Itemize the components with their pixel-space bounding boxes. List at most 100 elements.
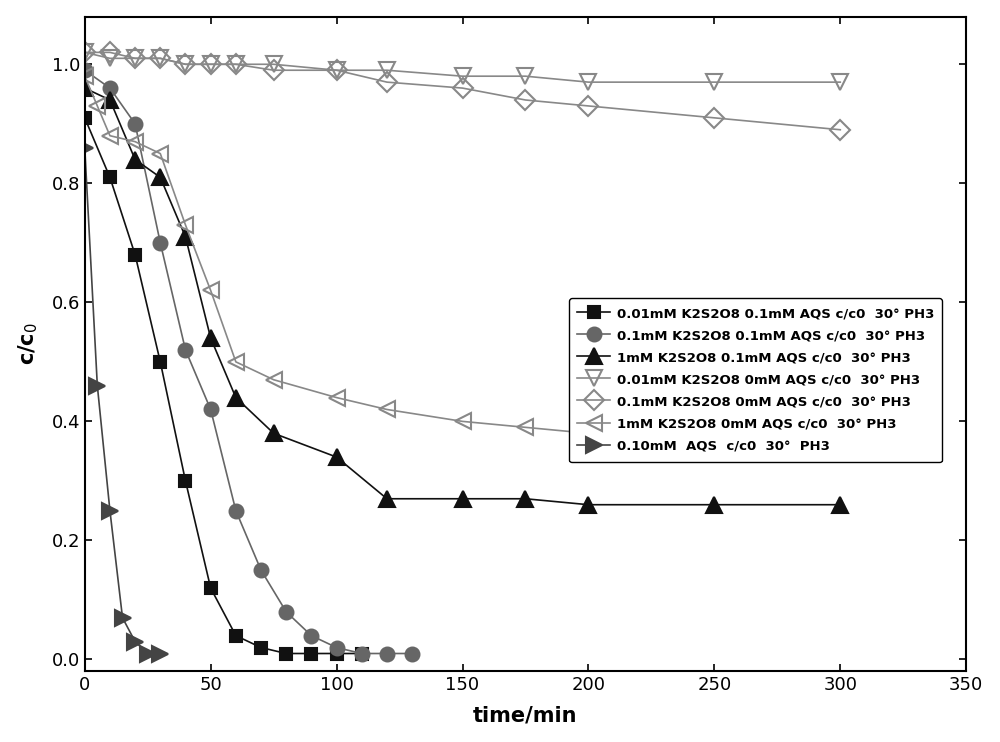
- 1mM K2S2O8 0mM AQS c/c0  30° PH3: [582, 429, 594, 438]
- 1mM K2S2O8 0mM AQS c/c0  30° PH3: [129, 137, 141, 146]
- 0.01mM K2S2O8 0mM AQS c/c0  30° PH3: [381, 66, 393, 75]
- 0.1mM K2S2O8 0.1mM AQS c/c0  30° PH3: [406, 649, 418, 658]
- 0.1mM K2S2O8 0mM AQS c/c0  30° PH3: [129, 54, 141, 63]
- 0.01mM K2S2O8 0.1mM AQS c/c0  30° PH3: [305, 649, 317, 658]
- 0.10mM  AQS  c/c0  30°  PH3: [104, 506, 116, 515]
- 1mM K2S2O8 0.1mM AQS c/c0  30° PH3: [154, 173, 166, 182]
- 0.1mM K2S2O8 0.1mM AQS c/c0  30° PH3: [356, 649, 368, 658]
- 0.1mM K2S2O8 0mM AQS c/c0  30° PH3: [834, 125, 846, 134]
- Line: 1mM K2S2O8 0mM AQS c/c0  30° PH3: 1mM K2S2O8 0mM AQS c/c0 30° PH3: [76, 68, 849, 441]
- 0.1mM K2S2O8 0.1mM AQS c/c0  30° PH3: [205, 405, 217, 414]
- 1mM K2S2O8 0.1mM AQS c/c0  30° PH3: [708, 500, 720, 509]
- Line: 0.1mM K2S2O8 0mM AQS c/c0  30° PH3: 0.1mM K2S2O8 0mM AQS c/c0 30° PH3: [78, 45, 847, 137]
- 0.1mM K2S2O8 0mM AQS c/c0  30° PH3: [708, 114, 720, 122]
- 0.1mM K2S2O8 0.1mM AQS c/c0  30° PH3: [230, 506, 242, 515]
- 0.01mM K2S2O8 0.1mM AQS c/c0  30° PH3: [129, 250, 141, 259]
- 1mM K2S2O8 0mM AQS c/c0  30° PH3: [230, 358, 242, 367]
- Line: 1mM K2S2O8 0.1mM AQS c/c0  30° PH3: 1mM K2S2O8 0.1mM AQS c/c0 30° PH3: [77, 80, 848, 512]
- 0.10mM  AQS  c/c0  30°  PH3: [154, 649, 166, 658]
- 1mM K2S2O8 0.1mM AQS c/c0  30° PH3: [205, 334, 217, 343]
- 0.01mM K2S2O8 0mM AQS c/c0  30° PH3: [129, 54, 141, 63]
- 0.1mM K2S2O8 0mM AQS c/c0  30° PH3: [79, 48, 91, 57]
- 1mM K2S2O8 0mM AQS c/c0  30° PH3: [381, 405, 393, 414]
- 0.01mM K2S2O8 0mM AQS c/c0  30° PH3: [708, 78, 720, 87]
- Line: 0.01mM K2S2O8 0mM AQS c/c0  30° PH3: 0.01mM K2S2O8 0mM AQS c/c0 30° PH3: [76, 44, 849, 91]
- 0.01mM K2S2O8 0.1mM AQS c/c0  30° PH3: [331, 649, 343, 658]
- 0.01mM K2S2O8 0mM AQS c/c0  30° PH3: [179, 60, 191, 69]
- Line: 0.1mM K2S2O8 0.1mM AQS c/c0  30° PH3: 0.1mM K2S2O8 0.1mM AQS c/c0 30° PH3: [78, 63, 419, 660]
- Legend: 0.01mM K2S2O8 0.1mM AQS c/c0  30° PH3, 0.1mM K2S2O8 0.1mM AQS c/c0  30° PH3, 1mM: 0.01mM K2S2O8 0.1mM AQS c/c0 30° PH3, 0.…: [569, 298, 942, 462]
- 0.1mM K2S2O8 0mM AQS c/c0  30° PH3: [582, 102, 594, 111]
- 0.1mM K2S2O8 0.1mM AQS c/c0  30° PH3: [381, 649, 393, 658]
- 0.1mM K2S2O8 0.1mM AQS c/c0  30° PH3: [79, 66, 91, 75]
- 0.01mM K2S2O8 0.1mM AQS c/c0  30° PH3: [356, 649, 368, 658]
- 0.1mM K2S2O8 0.1mM AQS c/c0  30° PH3: [331, 643, 343, 652]
- 0.01mM K2S2O8 0mM AQS c/c0  30° PH3: [79, 48, 91, 57]
- 1mM K2S2O8 0mM AQS c/c0  30° PH3: [179, 220, 191, 229]
- 0.1mM K2S2O8 0.1mM AQS c/c0  30° PH3: [255, 565, 267, 574]
- 0.01mM K2S2O8 0mM AQS c/c0  30° PH3: [457, 72, 469, 81]
- 0.10mM  AQS  c/c0  30°  PH3: [129, 637, 141, 646]
- 0.10mM  AQS  c/c0  30°  PH3: [79, 143, 91, 152]
- 1mM K2S2O8 0mM AQS c/c0  30° PH3: [154, 149, 166, 158]
- 0.01mM K2S2O8 0mM AQS c/c0  30° PH3: [582, 78, 594, 87]
- 0.1mM K2S2O8 0mM AQS c/c0  30° PH3: [519, 96, 531, 105]
- 0.1mM K2S2O8 0.1mM AQS c/c0  30° PH3: [179, 346, 191, 355]
- 1mM K2S2O8 0.1mM AQS c/c0  30° PH3: [179, 232, 191, 241]
- Line: 0.10mM  AQS  c/c0  30°  PH3: 0.10mM AQS c/c0 30° PH3: [77, 140, 168, 661]
- 0.01mM K2S2O8 0mM AQS c/c0  30° PH3: [154, 54, 166, 63]
- 0.1mM K2S2O8 0.1mM AQS c/c0  30° PH3: [280, 608, 292, 617]
- Y-axis label: c/c$_0$: c/c$_0$: [17, 323, 40, 366]
- 1mM K2S2O8 0.1mM AQS c/c0  30° PH3: [519, 494, 531, 503]
- 0.01mM K2S2O8 0.1mM AQS c/c0  30° PH3: [154, 358, 166, 367]
- 0.10mM  AQS  c/c0  30°  PH3: [117, 614, 129, 623]
- 1mM K2S2O8 0.1mM AQS c/c0  30° PH3: [331, 453, 343, 462]
- 0.01mM K2S2O8 0.1mM AQS c/c0  30° PH3: [104, 173, 116, 182]
- Line: 0.01mM K2S2O8 0.1mM AQS c/c0  30° PH3: 0.01mM K2S2O8 0.1mM AQS c/c0 30° PH3: [78, 111, 368, 660]
- 1mM K2S2O8 0mM AQS c/c0  30° PH3: [91, 102, 103, 111]
- 0.1mM K2S2O8 0.1mM AQS c/c0  30° PH3: [104, 84, 116, 93]
- 0.1mM K2S2O8 0mM AQS c/c0  30° PH3: [205, 60, 217, 69]
- 0.1mM K2S2O8 0mM AQS c/c0  30° PH3: [104, 48, 116, 57]
- 1mM K2S2O8 0mM AQS c/c0  30° PH3: [708, 429, 720, 438]
- X-axis label: time/min: time/min: [473, 706, 578, 726]
- 1mM K2S2O8 0mM AQS c/c0  30° PH3: [834, 429, 846, 438]
- 1mM K2S2O8 0mM AQS c/c0  30° PH3: [79, 72, 91, 81]
- 0.1mM K2S2O8 0.1mM AQS c/c0  30° PH3: [129, 119, 141, 128]
- 1mM K2S2O8 0.1mM AQS c/c0  30° PH3: [834, 500, 846, 509]
- 0.01mM K2S2O8 0.1mM AQS c/c0  30° PH3: [255, 643, 267, 652]
- 0.1mM K2S2O8 0mM AQS c/c0  30° PH3: [381, 78, 393, 87]
- 0.1mM K2S2O8 0mM AQS c/c0  30° PH3: [230, 60, 242, 69]
- 0.1mM K2S2O8 0mM AQS c/c0  30° PH3: [268, 66, 280, 75]
- 0.1mM K2S2O8 0mM AQS c/c0  30° PH3: [331, 66, 343, 75]
- 0.10mM  AQS  c/c0  30°  PH3: [142, 649, 154, 658]
- 0.1mM K2S2O8 0.1mM AQS c/c0  30° PH3: [154, 238, 166, 247]
- 1mM K2S2O8 0.1mM AQS c/c0  30° PH3: [582, 500, 594, 509]
- 1mM K2S2O8 0.1mM AQS c/c0  30° PH3: [129, 155, 141, 164]
- 0.01mM K2S2O8 0mM AQS c/c0  30° PH3: [834, 78, 846, 87]
- 0.1mM K2S2O8 0.1mM AQS c/c0  30° PH3: [305, 631, 317, 640]
- 1mM K2S2O8 0.1mM AQS c/c0  30° PH3: [457, 494, 469, 503]
- 1mM K2S2O8 0mM AQS c/c0  30° PH3: [519, 423, 531, 432]
- 0.01mM K2S2O8 0mM AQS c/c0  30° PH3: [104, 54, 116, 63]
- 0.01mM K2S2O8 0.1mM AQS c/c0  30° PH3: [179, 476, 191, 485]
- 0.1mM K2S2O8 0mM AQS c/c0  30° PH3: [154, 54, 166, 63]
- 0.10mM  AQS  c/c0  30°  PH3: [91, 381, 103, 390]
- 0.01mM K2S2O8 0mM AQS c/c0  30° PH3: [205, 60, 217, 69]
- 0.01mM K2S2O8 0.1mM AQS c/c0  30° PH3: [79, 114, 91, 122]
- 0.1mM K2S2O8 0mM AQS c/c0  30° PH3: [179, 60, 191, 69]
- 1mM K2S2O8 0.1mM AQS c/c0  30° PH3: [104, 96, 116, 105]
- 1mM K2S2O8 0mM AQS c/c0  30° PH3: [457, 417, 469, 426]
- 0.01mM K2S2O8 0.1mM AQS c/c0  30° PH3: [205, 584, 217, 593]
- 1mM K2S2O8 0.1mM AQS c/c0  30° PH3: [268, 429, 280, 438]
- 1mM K2S2O8 0mM AQS c/c0  30° PH3: [104, 131, 116, 140]
- 0.01mM K2S2O8 0mM AQS c/c0  30° PH3: [230, 60, 242, 69]
- 1mM K2S2O8 0.1mM AQS c/c0  30° PH3: [230, 393, 242, 402]
- 0.1mM K2S2O8 0mM AQS c/c0  30° PH3: [457, 84, 469, 93]
- 0.01mM K2S2O8 0mM AQS c/c0  30° PH3: [519, 72, 531, 81]
- 1mM K2S2O8 0.1mM AQS c/c0  30° PH3: [381, 494, 393, 503]
- 0.01mM K2S2O8 0mM AQS c/c0  30° PH3: [268, 60, 280, 69]
- 0.01mM K2S2O8 0.1mM AQS c/c0  30° PH3: [280, 649, 292, 658]
- 1mM K2S2O8 0mM AQS c/c0  30° PH3: [205, 286, 217, 295]
- 0.01mM K2S2O8 0mM AQS c/c0  30° PH3: [331, 66, 343, 75]
